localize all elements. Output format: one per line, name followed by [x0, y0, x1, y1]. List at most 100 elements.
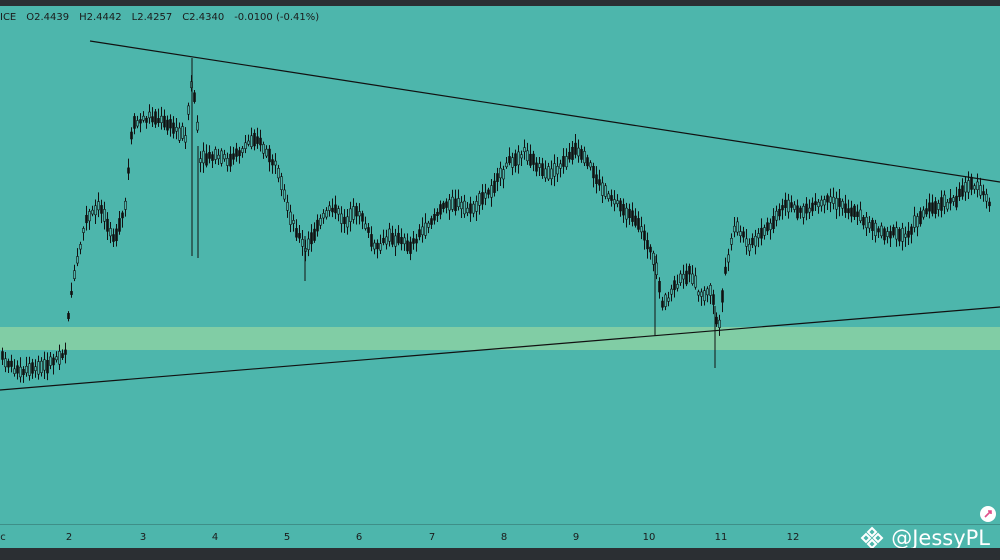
candle-body — [631, 210, 634, 222]
candle-body — [130, 131, 133, 140]
candle-body — [367, 227, 370, 233]
candle-body — [286, 202, 289, 211]
candle-body — [967, 180, 970, 193]
candle-body — [550, 168, 553, 180]
candle-body — [754, 235, 757, 247]
candle-body — [406, 240, 409, 252]
candle-body — [385, 236, 388, 245]
candle-body — [529, 153, 532, 166]
support-trendline[interactable] — [0, 306, 1000, 391]
candle-body — [403, 237, 406, 245]
candle-body — [793, 204, 796, 210]
candle-body — [256, 136, 259, 144]
candle-body — [913, 215, 916, 228]
candle-body — [412, 238, 415, 244]
candle-body — [982, 191, 985, 196]
candle-body — [40, 360, 43, 373]
candle-body — [958, 188, 961, 198]
candle-body — [310, 232, 313, 245]
watermark: @JessyPL — [859, 524, 990, 552]
candle-body — [763, 227, 766, 236]
candle-body — [718, 319, 721, 328]
share-icon[interactable] — [980, 506, 996, 522]
candle-body — [610, 195, 613, 201]
candle-body — [262, 144, 265, 154]
candle-body — [7, 360, 10, 368]
candle-body — [835, 197, 838, 210]
legend-close: C2.4340 — [182, 12, 225, 23]
candle-body — [694, 275, 697, 288]
candle-body — [64, 349, 67, 355]
axis-tick: 3 — [139, 532, 147, 543]
candle-body — [910, 226, 913, 235]
candle-body — [265, 148, 268, 157]
candle-body — [919, 211, 922, 225]
candle-body — [964, 182, 967, 193]
candle-body — [940, 197, 943, 211]
candle-body — [232, 153, 235, 160]
resistance-trendline[interactable] — [89, 40, 1000, 183]
candle-body — [274, 160, 277, 166]
candle-body — [526, 150, 529, 162]
candle-body — [100, 205, 103, 214]
candle-body — [655, 262, 658, 276]
time-axis[interactable]: c 2 3 4 5 6 7 8 9 10 11 12 — [0, 524, 1000, 549]
candle-body — [490, 185, 493, 198]
candle-body — [112, 234, 115, 242]
candle-body — [613, 199, 616, 205]
candle-body — [235, 148, 238, 157]
candle-body — [820, 199, 823, 207]
candle-body — [73, 270, 76, 279]
axis-tick: 8 — [500, 532, 508, 543]
candle-body — [697, 291, 700, 296]
candle-body — [586, 157, 589, 167]
candle-body — [319, 218, 322, 226]
candle-body — [841, 200, 844, 209]
candle-body — [187, 105, 190, 115]
candle-body — [574, 142, 577, 155]
candle-body — [178, 127, 181, 141]
candle-body — [268, 148, 271, 163]
candle-body — [556, 166, 559, 175]
candle-body — [583, 151, 586, 164]
axis-tick: 10 — [642, 532, 656, 543]
bottom-window-bar — [0, 548, 1000, 560]
price-chart[interactable] — [0, 6, 1000, 524]
axis-tick: 9 — [572, 532, 580, 543]
candle-body — [727, 254, 730, 263]
candle-body — [766, 222, 769, 232]
candle-body — [559, 163, 562, 169]
candle-body — [721, 290, 724, 303]
axis-tick-first: c — [0, 532, 6, 543]
candle-body — [625, 207, 628, 220]
candle-body — [685, 270, 688, 285]
candle-body — [229, 153, 232, 167]
candle-body — [847, 208, 850, 214]
candle-body — [691, 273, 694, 284]
candle-body — [736, 221, 739, 233]
support-zone — [0, 327, 1000, 350]
candle-body — [934, 201, 937, 214]
candle-body — [415, 238, 418, 244]
candle-body — [334, 204, 337, 214]
candle-body — [106, 218, 109, 232]
candle-body — [400, 237, 403, 245]
candle-body — [148, 111, 151, 119]
candle-body — [970, 176, 973, 190]
candle-body — [592, 166, 595, 179]
candle-body — [724, 266, 727, 274]
candle-body — [595, 174, 598, 184]
candle-body — [889, 231, 892, 239]
candle-body — [247, 140, 250, 145]
candle-body — [904, 233, 907, 238]
candle-body — [901, 228, 904, 242]
candle-body — [349, 208, 352, 222]
candle-body — [133, 116, 136, 129]
candle-body — [325, 210, 328, 218]
candle-body — [607, 193, 610, 199]
candle-body — [151, 116, 154, 123]
candle-body — [1, 351, 4, 360]
candle-body — [433, 214, 436, 221]
top-window-bar — [0, 0, 1000, 6]
candlestick-chart-svg[interactable] — [0, 6, 1000, 524]
